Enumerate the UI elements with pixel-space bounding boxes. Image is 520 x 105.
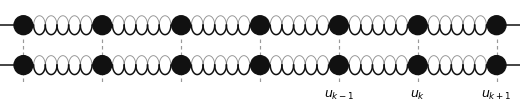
Ellipse shape (14, 56, 33, 75)
Ellipse shape (251, 56, 269, 75)
Ellipse shape (487, 56, 506, 75)
Ellipse shape (330, 16, 348, 35)
Ellipse shape (487, 16, 506, 35)
Ellipse shape (172, 16, 190, 35)
Ellipse shape (251, 16, 269, 35)
Ellipse shape (330, 56, 348, 75)
Ellipse shape (408, 56, 427, 75)
Ellipse shape (408, 16, 427, 35)
Text: $u_{k+1}$: $u_{k+1}$ (482, 89, 512, 102)
Ellipse shape (172, 56, 190, 75)
Text: $u_{k}$: $u_{k}$ (410, 89, 425, 102)
Ellipse shape (14, 16, 33, 35)
Text: $u_{k-1}$: $u_{k-1}$ (323, 89, 354, 102)
Ellipse shape (93, 56, 112, 75)
Ellipse shape (93, 16, 112, 35)
